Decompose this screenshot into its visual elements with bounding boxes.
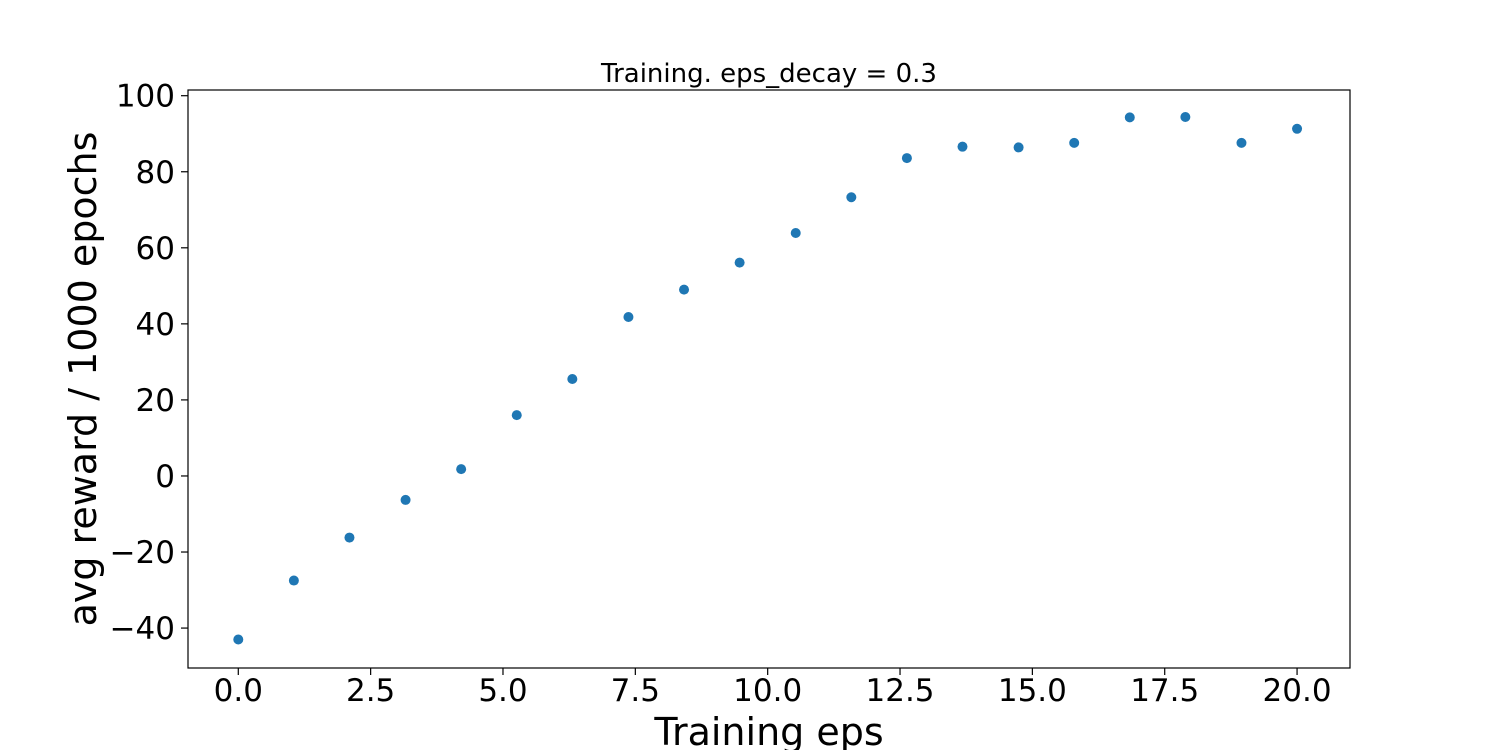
data-point xyxy=(790,227,801,238)
y-tick-label: 60 xyxy=(136,231,175,267)
y-axis-label: avg reward / 1000 epochs xyxy=(61,132,105,627)
data-point xyxy=(1013,142,1024,153)
y-tick-label: 40 xyxy=(136,307,175,343)
x-tick-label: 7.5 xyxy=(611,673,660,709)
data-point xyxy=(1236,137,1247,148)
plot-area-frame xyxy=(187,89,1351,669)
data-point xyxy=(456,464,467,475)
data-point xyxy=(567,374,578,384)
x-tick-label: 10.0 xyxy=(733,673,802,709)
data-point xyxy=(1069,137,1080,148)
data-point xyxy=(1124,112,1135,123)
x-tick-label: 17.5 xyxy=(1130,673,1199,709)
x-tick-label: 12.5 xyxy=(866,673,935,709)
x-tick-label: 20.0 xyxy=(1263,673,1332,709)
x-tick-label: 15.0 xyxy=(998,673,1067,709)
data-point xyxy=(511,410,522,421)
data-point xyxy=(288,575,299,586)
x-tick-label: 2.5 xyxy=(346,673,395,709)
data-point xyxy=(1292,123,1303,134)
data-point xyxy=(344,532,355,543)
data-point xyxy=(623,312,634,323)
y-tick-label: 0 xyxy=(155,459,175,495)
data-point xyxy=(233,634,244,645)
data-point xyxy=(400,494,411,505)
data-point xyxy=(734,257,745,268)
ticks-layer: 0.0 2.5 5.0 7.5 10.0 12.5 15.0 17.5 20.0 −40 −20 0 2… xyxy=(110,79,1332,709)
data-point xyxy=(1180,111,1191,122)
y-tick-label: −20 xyxy=(110,535,175,571)
points-layer xyxy=(233,111,1303,645)
x-tick-label: 0.0 xyxy=(214,673,263,709)
data-point xyxy=(957,141,968,152)
y-tick-label: 80 xyxy=(136,155,175,191)
data-point xyxy=(679,284,690,295)
y-tick-label: 100 xyxy=(116,79,175,115)
chart-title: Training. eps_decay = 0.3 xyxy=(600,59,937,89)
data-point xyxy=(846,192,857,203)
x-axis-label: Training eps xyxy=(653,710,883,750)
y-tick-label: −40 xyxy=(110,611,175,647)
data-point xyxy=(901,153,912,164)
x-tick-label: 5.0 xyxy=(478,673,527,709)
y-tick-label: 20 xyxy=(136,383,175,419)
